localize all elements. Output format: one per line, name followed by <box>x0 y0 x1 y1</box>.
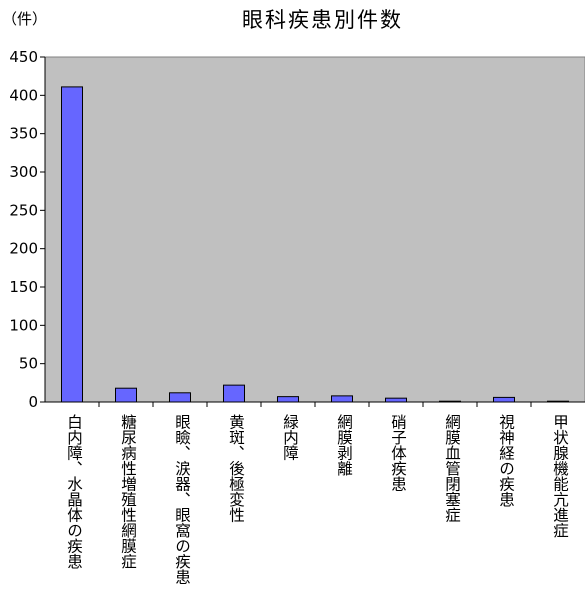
x-tick-label: 視神経の疾患 <box>497 414 515 507</box>
y-tick-label: 100 <box>9 316 38 334</box>
y-tick-label: 350 <box>9 125 38 143</box>
bar <box>385 397 407 403</box>
bar <box>277 396 299 403</box>
x-tick-label: 白内障、水晶体の疾患 <box>65 414 83 569</box>
y-tick-label: 450 <box>9 48 38 66</box>
x-tick-label: 硝子体疾患 <box>389 414 407 492</box>
y-tick-label: 250 <box>9 201 38 219</box>
y-tick-label: 200 <box>9 240 38 258</box>
y-tick-label: 50 <box>19 355 38 373</box>
bar <box>331 395 353 403</box>
y-tick-label: 400 <box>9 86 38 104</box>
y-tick-label: 300 <box>9 163 38 181</box>
x-tick-label: 糖尿病性増殖性網膜症 <box>119 414 137 569</box>
plot-area <box>44 56 585 403</box>
x-tick-label: 甲状腺機能亢進症 <box>551 414 569 538</box>
bar <box>223 384 245 403</box>
y-tick-label: 150 <box>9 278 38 296</box>
x-tick-label: 網膜血管閉塞症 <box>443 414 461 523</box>
bar <box>115 387 137 403</box>
x-tick-label: 黄斑、後極変性 <box>227 414 245 523</box>
bar <box>61 86 83 403</box>
x-tick-label: 網膜剥離 <box>335 414 353 476</box>
y-tick-label: 0 <box>28 393 38 411</box>
x-tick-label: 眼瞼、涙器、眼窩の疾患 <box>173 414 191 585</box>
bar <box>169 392 191 403</box>
bar <box>493 396 515 403</box>
chart-title: 眼科疾患別件数 <box>242 8 403 32</box>
y-unit-label: （件） <box>2 10 48 28</box>
x-tick-label: 緑内障 <box>281 414 299 461</box>
